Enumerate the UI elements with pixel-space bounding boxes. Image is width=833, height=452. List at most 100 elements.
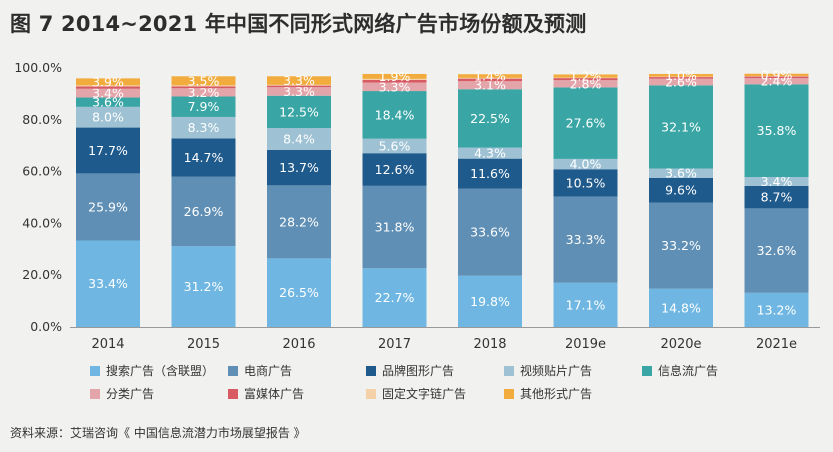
- x-tick-label: 2014: [91, 337, 124, 352]
- y-tick-label: 40.0%: [22, 215, 62, 230]
- bar-segment: [76, 88, 140, 98]
- bar-segment: [171, 86, 236, 89]
- data-label: 3.4%: [761, 174, 793, 189]
- legend-item: 电商广告: [228, 362, 366, 379]
- bar-segment: [171, 116, 236, 139]
- data-label: 12.6%: [375, 162, 415, 177]
- bar-segment: [649, 288, 713, 327]
- legend-swatch: [228, 365, 238, 376]
- data-label: 1.0%: [665, 68, 697, 83]
- legend-item: 富媒体广告: [228, 385, 366, 402]
- bar-segment: [744, 292, 809, 327]
- y-tick-label: 80.0%: [22, 112, 62, 127]
- data-label: 14.7%: [184, 150, 224, 165]
- chart-legend: 搜索广告（含联盟） 电商广告 品牌图形广告 视频贴片广告 信息流广告分类广告 富媒体广告 固…: [90, 362, 810, 402]
- legend-label: 其他形式广告: [520, 387, 593, 401]
- bar-segment: [362, 73, 427, 79]
- legend-item: 搜索广告（含联盟）: [90, 362, 228, 379]
- bar-segment: [458, 78, 522, 82]
- bar-segment: [171, 246, 236, 327]
- bar-segment: [76, 173, 140, 241]
- legend-swatch: [504, 388, 514, 399]
- legend-label: 视频贴片广告: [520, 364, 593, 378]
- bar-segment: [458, 74, 522, 78]
- data-label: 26.9%: [184, 204, 224, 219]
- legend-label: 电商广告: [244, 364, 293, 378]
- bar-segment: [744, 84, 809, 178]
- x-tick-label: 2020e: [660, 337, 701, 352]
- legend-item: 品牌图形广告: [366, 362, 504, 379]
- data-label: 18.4%: [375, 107, 415, 122]
- data-label: 3.6%: [92, 95, 124, 110]
- bar-segment: [362, 138, 427, 154]
- bar-segment: [267, 84, 331, 86]
- bar-segment: [649, 77, 713, 79]
- bar-segment: [458, 77, 522, 79]
- bar-segment: [267, 87, 331, 96]
- bar-segment: [76, 85, 140, 87]
- legend-item: 信息流广告: [642, 362, 780, 379]
- data-label: 19.8%: [470, 294, 510, 309]
- legend-item: 其他形式广告: [504, 385, 642, 402]
- bar-segment: [458, 147, 522, 159]
- bar-segment: [267, 76, 331, 85]
- bar-segment: [362, 82, 427, 92]
- bar-segment: [362, 153, 427, 186]
- data-label: 12.5%: [279, 104, 319, 119]
- bar-segment: [267, 149, 331, 186]
- data-label: 0.9%: [761, 67, 793, 82]
- bar-segment: [362, 268, 427, 327]
- bar-segment: [458, 188, 522, 276]
- bar-segment: [267, 128, 331, 150]
- bar-segment: [171, 176, 236, 247]
- bar-segment: [362, 79, 427, 83]
- bar-segment: [649, 76, 713, 78]
- legend-label: 品牌图形广告: [382, 364, 455, 378]
- data-label: 3.2%: [188, 85, 220, 100]
- bar-segment: [744, 185, 809, 209]
- data-label: 28.2%: [279, 214, 319, 229]
- bar-segment: [553, 77, 618, 79]
- data-label: 26.5%: [279, 285, 319, 300]
- y-tick-label: 20.0%: [22, 267, 62, 282]
- data-label: 8.3%: [188, 120, 220, 135]
- data-label: 33.2%: [661, 238, 701, 253]
- legend-label: 富媒体广告: [244, 387, 305, 401]
- x-tick-label: 2019e: [565, 337, 606, 352]
- legend-label: 分类广告: [106, 387, 155, 401]
- legend-swatch: [642, 365, 652, 376]
- data-label: 31.2%: [184, 279, 224, 294]
- bar-segment: [744, 208, 809, 293]
- bar-segment: [744, 177, 809, 186]
- data-label: 3.1%: [474, 78, 506, 93]
- data-label: 10.5%: [566, 175, 606, 190]
- data-label: 22.7%: [375, 290, 415, 305]
- data-label: 32.6%: [757, 243, 797, 258]
- bar-segment: [76, 86, 140, 89]
- y-tick-label: 60.0%: [22, 164, 62, 179]
- bar-segment: [553, 74, 618, 78]
- data-label: 3.3%: [283, 84, 315, 99]
- bar-segment: [649, 78, 713, 86]
- x-tick-label: 2017: [378, 337, 411, 352]
- x-tick-label: 2021e: [756, 337, 797, 352]
- data-label: 1.2%: [570, 69, 602, 84]
- data-label: 25.9%: [88, 199, 128, 214]
- bar-segment: [744, 78, 809, 85]
- bar-segment: [649, 168, 713, 178]
- data-label: 22.5%: [470, 111, 510, 126]
- stacked-bar-chart: 0.0% 20.0% 40.0% 60.0% 80.0% 100.0% 33.4% 25.9%…: [14, 60, 820, 352]
- data-label: 7.9%: [188, 99, 220, 114]
- legend-swatch: [504, 365, 514, 376]
- bar-segment: [171, 96, 236, 117]
- data-label: 8.0%: [92, 110, 124, 125]
- data-label: 11.6%: [470, 166, 510, 181]
- data-label: 9.6%: [665, 183, 697, 198]
- data-label: 4.0%: [570, 157, 602, 172]
- legend-item: 固定文字链广告: [366, 385, 504, 402]
- data-label: 33.4%: [88, 276, 128, 291]
- data-label: 31.8%: [375, 220, 415, 235]
- data-label: 33.6%: [470, 225, 510, 240]
- legend-swatch: [90, 388, 100, 399]
- bar-segment: [76, 97, 140, 107]
